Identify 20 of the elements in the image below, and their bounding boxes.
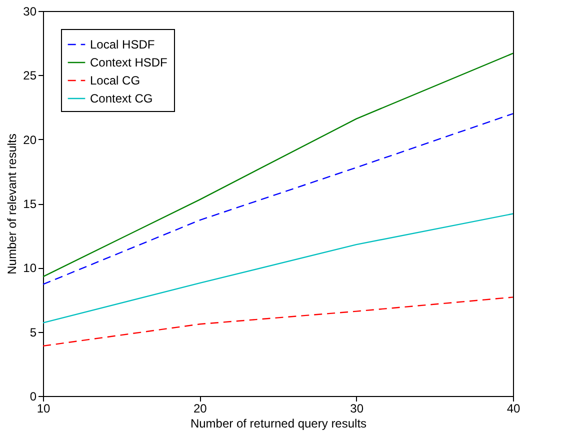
line-series: [42, 52, 514, 278]
line-series: [42, 113, 514, 285]
y-tick-label: 30: [23, 4, 37, 18]
y-tick-label: 15: [23, 197, 37, 211]
legend-label: Context HSDF: [90, 56, 168, 70]
legend-label: Local CG: [90, 74, 140, 88]
y-axis-title: Number of relevant results: [5, 134, 20, 274]
legend-label: Context CG: [90, 92, 153, 106]
legend-label: Local HSDF: [90, 38, 155, 52]
x-tick-label: 30: [350, 402, 364, 416]
y-tick-label: 10: [23, 261, 37, 276]
y-tick-label: 25: [23, 68, 37, 83]
line-series: [42, 213, 514, 324]
x-tick-label: 20: [193, 402, 208, 416]
x-tick-label: 40: [506, 402, 520, 416]
y-tick-label: 5: [30, 325, 37, 340]
line-series: [42, 296, 514, 347]
y-tick-label: 0: [30, 390, 37, 404]
x-axis-title: Number of returned query results: [190, 416, 367, 430]
y-tick-label: 20: [23, 132, 37, 147]
